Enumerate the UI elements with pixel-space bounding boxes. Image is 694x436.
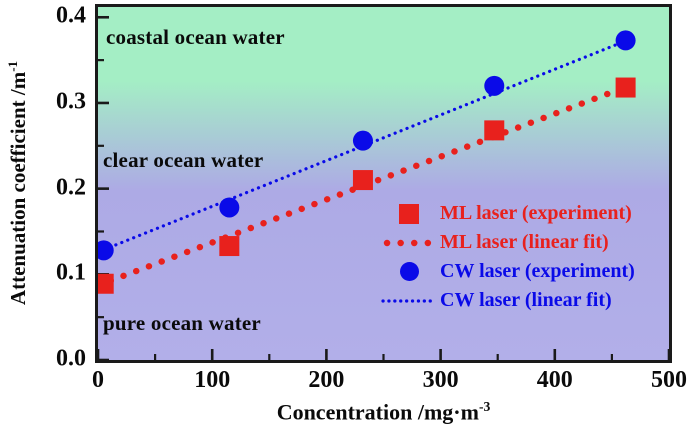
ml-data-point-square bbox=[484, 120, 505, 141]
cw-data-point-circle bbox=[219, 197, 240, 218]
legend-label: CW laser (linear fit) bbox=[440, 289, 612, 311]
chart-legend: ML laser (experiment) ML laser (linear f… bbox=[378, 199, 635, 315]
y-tick-label: 0.4 bbox=[56, 2, 86, 29]
legend-label: CW laser (experiment) bbox=[440, 260, 635, 282]
y-axis-title-superscript: -1 bbox=[5, 60, 20, 72]
x-axis-title-superscript: -3 bbox=[478, 399, 491, 414]
zone-label-pure-ocean-water: pure ocean water bbox=[103, 311, 261, 335]
x-tick-label: 500 bbox=[651, 367, 687, 393]
legend-label: ML laser (experiment) bbox=[440, 202, 632, 224]
y-axis-title-text: Attenuation coefficient /m bbox=[6, 71, 30, 306]
cw-data-point-circle bbox=[484, 75, 505, 96]
cw-data-point-circle bbox=[615, 30, 636, 51]
plot-area bbox=[95, 4, 672, 363]
ml-data-point-square bbox=[615, 77, 636, 98]
x-tick-label: 0 bbox=[92, 367, 104, 393]
y-tick-label: 0.0 bbox=[56, 345, 86, 372]
ml-data-point-square bbox=[98, 273, 114, 294]
zone-label-coastal-ocean-water: coastal ocean water bbox=[106, 25, 285, 49]
plot-canvas bbox=[98, 15, 669, 360]
x-axis-title: Concentration /mg·m-3 bbox=[95, 399, 672, 425]
legend-item-ml-experiment: ML laser (experiment) bbox=[378, 199, 635, 228]
legend-item-cw-linear-fit: CW laser (linear fit) bbox=[378, 286, 635, 315]
x-axis-title-text: Concentration /mg·m bbox=[276, 399, 479, 425]
cw-fit-line bbox=[98, 37, 631, 254]
legend-item-ml-linear-fit: ML laser (linear fit) bbox=[378, 228, 635, 257]
y-tick-label: 0.3 bbox=[56, 88, 86, 115]
zone-label-clear-ocean-water: clear ocean water bbox=[103, 148, 264, 172]
red-dotted-line-icon bbox=[378, 239, 440, 247]
blue-dotted-line-icon bbox=[378, 298, 440, 304]
cw-data-point-circle bbox=[352, 130, 373, 151]
legend-item-cw-experiment: CW laser (experiment) bbox=[378, 257, 635, 286]
y-tick-label: 0.1 bbox=[56, 259, 86, 286]
y-axis-title: Attenuation coefficient /m-1 bbox=[5, 3, 31, 363]
legend-label: ML laser (linear fit) bbox=[440, 231, 609, 253]
cw-data-point-circle bbox=[98, 240, 114, 261]
x-tick-label: 300 bbox=[422, 367, 459, 393]
blue-circle-marker-icon bbox=[378, 262, 440, 281]
ml-data-point-square bbox=[352, 170, 373, 191]
red-square-marker-icon bbox=[378, 203, 440, 224]
x-tick-label: 400 bbox=[536, 367, 573, 393]
x-tick-label: 100 bbox=[194, 367, 231, 393]
ml-data-point-square bbox=[219, 236, 240, 257]
x-tick-label: 200 bbox=[308, 367, 345, 393]
y-tick-label: 0.2 bbox=[56, 174, 86, 201]
